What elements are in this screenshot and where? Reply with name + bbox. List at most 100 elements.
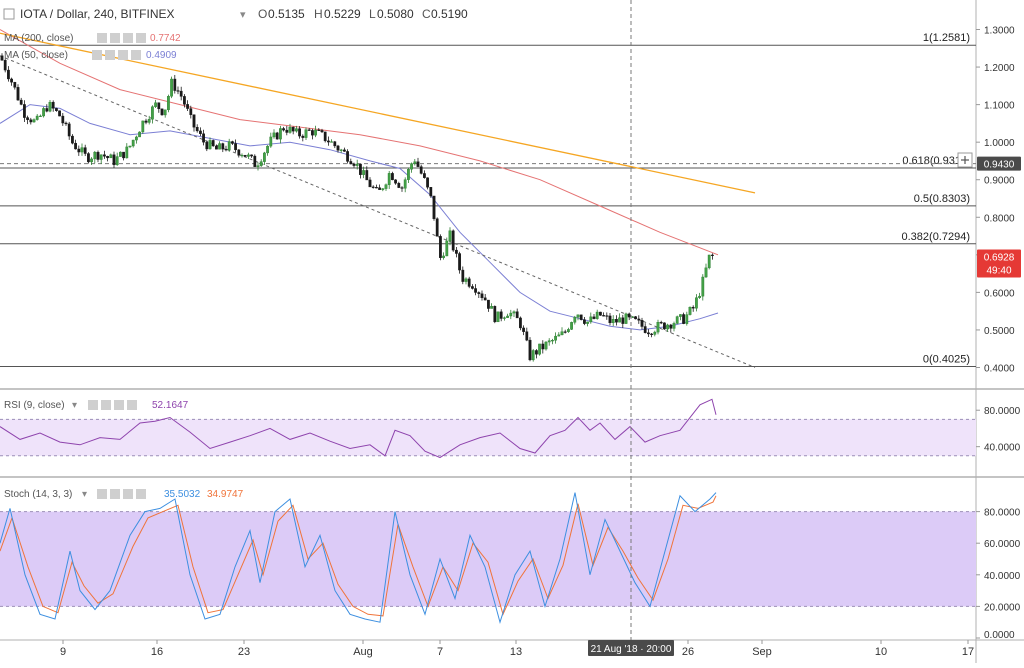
ohlc-open-label: O xyxy=(258,7,267,21)
crosshair-plus-icon[interactable] xyxy=(957,152,973,168)
candle-body xyxy=(413,161,417,164)
price-tick-label: 1.0000 xyxy=(984,138,1015,149)
stoch-d-line[interactable] xyxy=(0,495,717,617)
rsi-band xyxy=(0,419,976,456)
candle-body xyxy=(423,173,426,178)
rsi-line[interactable] xyxy=(0,398,717,459)
candle-body xyxy=(115,156,119,166)
ma200-value: 0.7742 xyxy=(150,33,181,44)
candle-body xyxy=(29,119,33,123)
candle-body xyxy=(499,311,503,319)
candle-body xyxy=(339,149,343,151)
candle-body xyxy=(592,316,596,319)
candle-body xyxy=(403,179,407,189)
stoch-axis[interactable]: 80.0000 60.0000 40.0000 20.0000 0.0000 xyxy=(976,508,1021,641)
stoch-k-line[interactable] xyxy=(0,492,717,624)
candle-body xyxy=(461,269,465,282)
time-tick-label: Sep xyxy=(752,646,772,658)
collapse-toggle-icon[interactable] xyxy=(3,8,15,20)
candle-body xyxy=(515,311,519,319)
indicator-toolbar-icons[interactable] xyxy=(92,50,141,60)
stoch-legend[interactable]: Stoch (14, 3, 3) ▾ 35.5032 34.9747 xyxy=(4,489,244,500)
stoch-tick-label: 0.0000 xyxy=(984,630,1015,641)
fibonacci-retracement[interactable]: 1(1.2581)0.618(0.9311)0.5(0.8303)0.382(0… xyxy=(0,32,976,368)
stoch-tick-label: 40.0000 xyxy=(984,571,1021,582)
candle-body xyxy=(214,145,218,150)
ma200-line[interactable] xyxy=(0,29,719,256)
candle-body xyxy=(32,119,36,123)
candle-body xyxy=(643,326,647,333)
indicator-toolbar-icons[interactable] xyxy=(88,400,137,410)
chevron-down-icon[interactable]: ▾ xyxy=(240,9,246,21)
candle-body xyxy=(237,149,241,156)
candle-body xyxy=(586,321,590,324)
candle-body xyxy=(512,311,516,314)
candle-body xyxy=(147,119,151,123)
candle-body xyxy=(131,139,135,147)
stoch-k-value: 35.5032 xyxy=(164,489,201,500)
stoch-tick-label: 20.0000 xyxy=(984,602,1021,613)
chevron-down-icon[interactable]: ▾ xyxy=(82,489,87,500)
candle-body xyxy=(275,132,279,140)
indicator-toolbar-icons[interactable] xyxy=(97,489,146,499)
time-axis[interactable]: 9 16 23 Aug 7 13 26 Sep 10 17 xyxy=(60,640,974,658)
candle-body xyxy=(192,114,196,128)
candle-body xyxy=(301,135,305,138)
time-tick-label: 7 xyxy=(437,646,443,658)
candle-body xyxy=(77,148,81,153)
candle-body xyxy=(314,129,317,136)
candle-body xyxy=(80,147,84,153)
ma50-line[interactable] xyxy=(0,104,719,331)
candle-body xyxy=(279,128,282,140)
candle-body xyxy=(672,323,676,329)
svg-text:49:40: 49:40 xyxy=(986,266,1011,277)
price-pane[interactable] xyxy=(0,0,976,388)
price-tick-label: 0.9000 xyxy=(984,176,1015,187)
rsi-legend[interactable]: RSI (9, close) ▾ 52.1647 xyxy=(4,400,189,411)
candle-body xyxy=(150,106,154,120)
candle-body xyxy=(263,152,266,162)
candle-body xyxy=(477,292,481,294)
candle-body xyxy=(173,78,177,91)
candle-body xyxy=(182,96,186,105)
candle-body xyxy=(144,120,148,123)
candle-body xyxy=(547,340,551,343)
candle-body xyxy=(35,115,39,120)
candle-body xyxy=(343,149,346,152)
indicator-toolbar-icons[interactable] xyxy=(97,33,146,43)
candle-body xyxy=(675,316,679,324)
chevron-down-icon[interactable]: ▾ xyxy=(72,400,77,411)
candle-body xyxy=(608,315,612,324)
stoch-d-value: 34.9747 xyxy=(207,489,244,500)
candlestick-series[interactable] xyxy=(0,53,714,362)
candle-body xyxy=(448,230,452,242)
candle-body xyxy=(371,186,375,188)
ma200-legend[interactable]: MA (200, close) 0.7742 xyxy=(4,33,181,44)
candle-body xyxy=(551,340,554,342)
candle-body xyxy=(541,343,545,350)
rsi-axis[interactable]: 80.0000 40.0000 xyxy=(976,406,1021,454)
candle-body xyxy=(458,253,461,271)
candle-body xyxy=(647,332,650,335)
candle-body xyxy=(557,334,561,337)
candle-body xyxy=(509,312,513,317)
current-price-label: 0.6928 49:40 xyxy=(977,249,1021,278)
candle-body xyxy=(599,311,602,316)
price-tick-label: 1.3000 xyxy=(984,26,1015,37)
price-tick-label: 1.2000 xyxy=(984,63,1015,74)
ma50-legend[interactable]: MA (50, close) 0.4909 xyxy=(4,50,177,61)
candle-body xyxy=(195,126,199,132)
price-axis[interactable]: 1.30001.20001.10001.00000.90000.80000.70… xyxy=(976,26,1015,375)
candle-body xyxy=(16,87,20,101)
candle-body xyxy=(230,141,234,144)
candle-body xyxy=(330,141,333,143)
candle-body xyxy=(519,317,522,329)
candle-body xyxy=(13,82,17,88)
candle-body xyxy=(74,142,78,150)
candle-body xyxy=(154,102,157,107)
candle-body xyxy=(595,311,599,319)
candle-body xyxy=(295,128,298,132)
rsi-tick-label: 40.0000 xyxy=(984,443,1021,454)
